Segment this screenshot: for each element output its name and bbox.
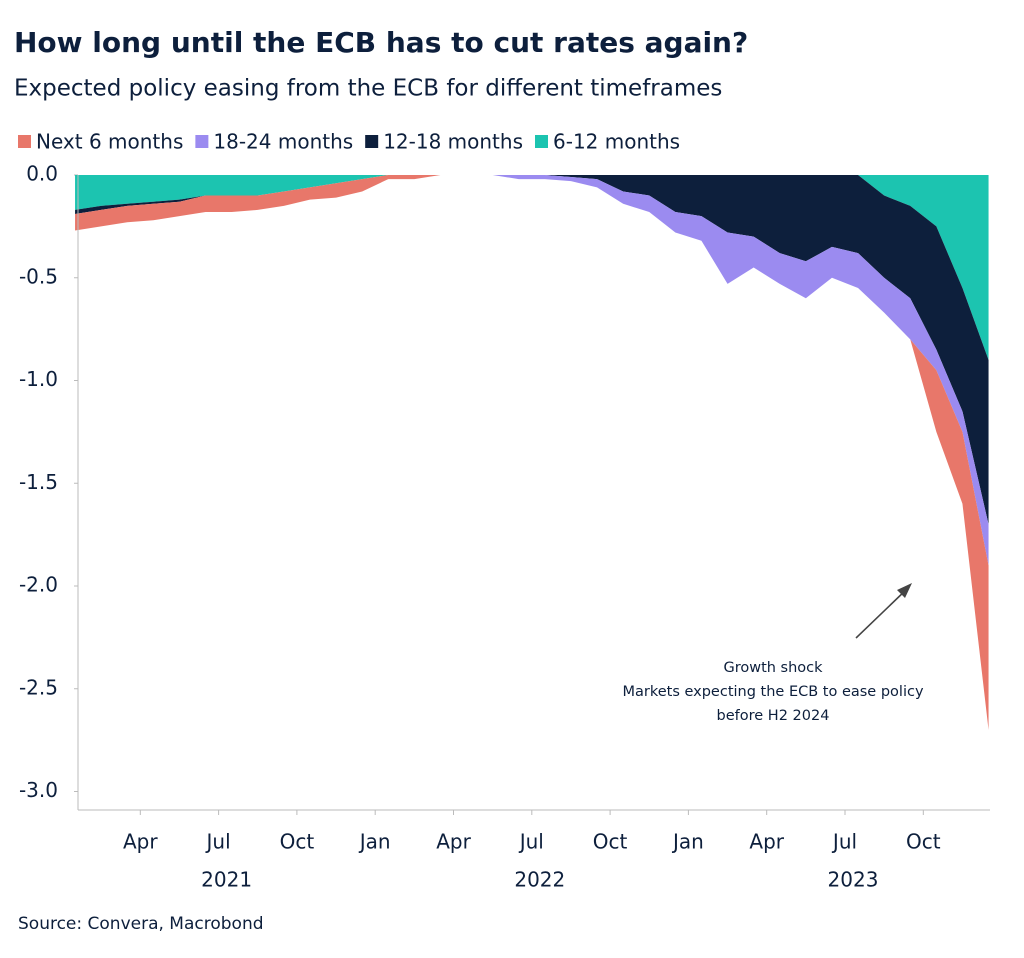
x-tick-label: Jan	[671, 830, 704, 854]
annotation: Markets expecting the ECB to ease policy	[622, 684, 923, 700]
y-tick-label: -2.5	[19, 675, 58, 699]
legend-label: 6-12 months	[553, 130, 680, 154]
y-tick-label: 0.0	[26, 162, 58, 186]
chart-title: How long until the ECB has to cut rates …	[14, 26, 748, 59]
x-tick-label: Oct	[593, 830, 628, 854]
x-tick-label: Oct	[280, 830, 315, 854]
legend-swatch	[535, 135, 548, 148]
legend-label: 18-24 months	[213, 130, 353, 154]
annotation-arrow	[855, 587, 909, 639]
plot-areas	[75, 175, 989, 730]
legend: Next 6 months 18-24 months 12-18 months 6-1…	[18, 130, 680, 154]
legend-swatch	[18, 135, 31, 148]
x-tick-label: Oct	[906, 830, 941, 854]
y-tick-label: -2.0	[19, 573, 58, 597]
annotation-arrowhead	[897, 583, 912, 598]
year-label: 2023	[828, 868, 879, 892]
x-tick-label: Jul	[518, 830, 544, 854]
y-tick-label: -0.5	[19, 264, 58, 288]
x-tick-label: Jul	[205, 830, 231, 854]
source: Source: Convera, Macrobond	[18, 914, 264, 934]
x-tick-label: Jan	[358, 830, 391, 854]
x-tick-label: Apr	[123, 830, 158, 854]
chart-subtitle: Expected policy easing from the ECB for …	[14, 76, 722, 102]
legend-label: 12-18 months	[383, 130, 523, 154]
area	[75, 175, 989, 360]
y-tick-label: -3.0	[19, 778, 58, 802]
x-tick-label: Apr	[436, 830, 471, 854]
y-tick-label: -1.0	[19, 367, 58, 391]
year-label: 2022	[514, 868, 565, 892]
legend-label: Next 6 months	[36, 130, 183, 154]
y-tick-label: -1.5	[19, 470, 58, 494]
annotation: Growth shock	[723, 660, 823, 676]
annotation: before H2 2024	[717, 708, 830, 724]
area	[75, 175, 989, 525]
year-label: 2021	[201, 868, 252, 892]
x-tick-label: Apr	[749, 830, 784, 854]
x-tick-label: Jul	[831, 830, 857, 854]
legend-swatch	[195, 135, 209, 148]
legend-swatch	[365, 135, 379, 148]
